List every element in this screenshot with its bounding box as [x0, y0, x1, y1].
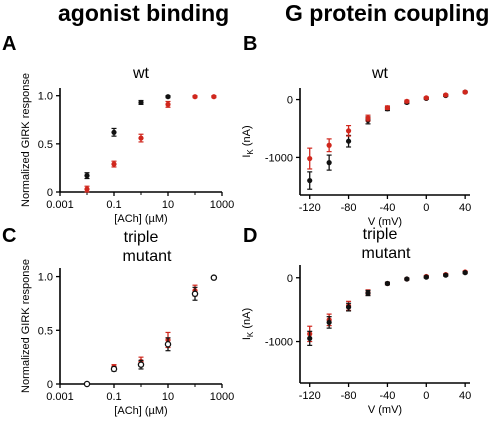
panel-b-series0-point — [307, 177, 313, 184]
panel-a-y-tick-label: 1.0 — [38, 91, 53, 103]
panel-d-series1-point — [326, 319, 332, 326]
panel-b-y-axis-label: IK (nA) — [241, 125, 255, 157]
panel-a-title-line: wt — [132, 65, 150, 82]
panel-a-x-axis-label: [ACh] (µM) — [114, 213, 167, 225]
panel-c-x-tick-label: 0.001 — [46, 391, 74, 403]
panel-d-letter: D — [243, 225, 257, 247]
panel-c-series1-point — [137, 361, 145, 368]
panel-c-series1-point — [110, 365, 118, 373]
panel-a-x-tick-label: 0.1 — [106, 199, 121, 211]
panel-c-x-tick-label: 0.1 — [106, 391, 121, 403]
panel-a-x-tick-label: 1000 — [210, 199, 234, 211]
panel-d-y-tick-label: -1000 — [265, 337, 293, 349]
panel-d-series1-point — [404, 276, 410, 282]
panel-c-y-tick-label: 0.5 — [38, 325, 53, 337]
panel-a-y-tick-label: 0 — [47, 187, 53, 199]
panel-c-letter: C — [2, 225, 16, 247]
panel-b-y-axis-label-unit: (nA) — [241, 125, 253, 149]
panel-b-x-tick-label: 0 — [423, 202, 429, 214]
panel-b-series1-point — [326, 142, 332, 148]
panel-c-series1-point — [191, 290, 199, 298]
panel-d-series1-point — [365, 290, 371, 296]
panel-a-series1-point — [84, 186, 90, 192]
panel-d-y-axis-label-subscript: K — [246, 331, 255, 337]
panel-d-x-tick-label: -120 — [299, 390, 321, 402]
panel-b-series0-point — [326, 160, 332, 166]
panel-c-y-tick-label: 1.0 — [38, 272, 53, 284]
panel-d-series1-point — [345, 304, 352, 310]
panel-a-series0-point — [138, 99, 144, 106]
panel-a-series0-point — [165, 94, 171, 100]
panel-d-x-tick-label: -40 — [379, 390, 395, 402]
panel-a-x-tick-label: 10 — [162, 199, 174, 211]
panel-b-y-tick-label: -1000 — [265, 152, 293, 164]
panel-d-x-axis-label: V (mV) — [368, 404, 402, 416]
panel-b-x-tick-label: -120 — [299, 202, 321, 214]
panel-b-x-tick-label: -80 — [341, 202, 357, 214]
panel-a-letter: A — [2, 33, 16, 55]
panel-c-x-axis-label: [ACh] (µM) — [114, 405, 167, 417]
panel-a-y-tick-label: 0.5 — [38, 139, 53, 151]
panel-d-y-axis-label: IK (nA) — [241, 308, 255, 340]
panel-d-series1-point — [384, 280, 391, 287]
panel-a-x-tick-label: 0.001 — [46, 199, 74, 211]
panel-a-series1-point — [111, 161, 117, 167]
panel-c-y-tick-label: 0 — [47, 379, 53, 391]
panel-b-y-tick-label: 0 — [287, 95, 293, 107]
panel-d-x-tick-label: 40 — [459, 390, 471, 402]
panel-b-x-axis-label: V (mV) — [368, 216, 402, 228]
panel-d-title-line: triple — [363, 226, 398, 243]
panel-a-series0-point — [111, 129, 117, 135]
panel-a-series0-point — [84, 173, 90, 179]
panel-c-x-tick-label: 10 — [162, 391, 174, 403]
panel-b-letter: B — [243, 33, 257, 55]
panel-b-series1-point — [384, 105, 391, 111]
panel-b-series1-point — [307, 155, 313, 162]
panel-d-series1-point — [423, 274, 429, 280]
panel-d-series1-point — [462, 270, 468, 276]
panel-b-y-axis-label-subscript: K — [246, 149, 255, 155]
panel-b-title-line: wt — [371, 65, 389, 82]
panel-c-title-line: mutant — [123, 248, 172, 265]
panel-b-series1-point — [365, 115, 371, 121]
panel-d-y-tick-label: 0 — [287, 273, 293, 285]
panel-a-series1-point — [138, 135, 144, 141]
panel-b-series1-point — [423, 95, 429, 101]
panel-b-series1-point — [345, 128, 352, 134]
panel-b-series1-point — [404, 98, 410, 104]
panel-c-series1-point — [210, 274, 218, 281]
panel-d-series1-point — [307, 335, 313, 341]
panel-c-x-tick-label: 1000 — [210, 391, 234, 403]
panel-b-series1-point — [462, 89, 468, 95]
panel-a-series1-point — [165, 101, 171, 107]
panel-d-x-tick-label: 0 — [423, 390, 429, 402]
panel-d-x-tick-label: -80 — [341, 390, 357, 402]
panel-d-y-axis-label-unit: (nA) — [241, 308, 253, 332]
panel-b-x-tick-label: 40 — [459, 202, 471, 214]
panel-c-y-axis-label: Normalized GIRK response — [20, 259, 32, 393]
agonist-binding-heading: agonist binding — [58, 0, 230, 26]
panel-d-title-line: mutant — [362, 245, 411, 262]
panel-c-series1-point — [83, 380, 91, 388]
panel-a-y-axis-label: Normalized GIRK response — [20, 73, 32, 207]
g-protein-coupling-heading: G protein coupling — [285, 0, 490, 26]
panel-c-title-line: triple — [124, 229, 159, 246]
panel-d-series1-point — [443, 272, 449, 278]
panel-c-series1-point — [164, 341, 172, 348]
panel-b-series0-point — [345, 138, 352, 144]
panel-b-x-tick-label: -40 — [379, 202, 395, 214]
panel-b-series1-point — [443, 92, 449, 98]
panel-a-series1-point — [192, 94, 198, 100]
panel-a-series1-point — [211, 94, 217, 100]
